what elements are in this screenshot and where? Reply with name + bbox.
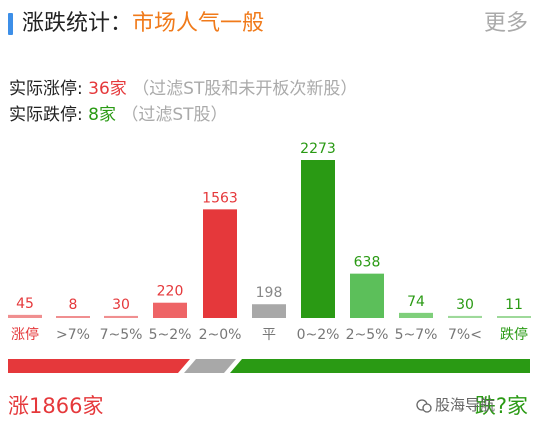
down-total-count: 跌?家 — [474, 394, 528, 418]
up-down-ratio-bar — [8, 359, 530, 373]
bar-7 — [350, 273, 384, 318]
bar-8 — [399, 312, 433, 318]
bar-value-label-8: 74 — [407, 294, 425, 310]
bar-value-label-2: 30 — [112, 297, 130, 313]
limit-down-note: （过滤ST股） — [121, 105, 228, 125]
limit-up-stat: 实际涨停: 36家 （过滤ST股和未开板次新股） — [9, 78, 357, 100]
limit-down-label: 实际跌停: — [9, 105, 83, 125]
more-button[interactable]: 更多 — [483, 11, 528, 36]
panel-title: 涨跌统计：市场人气一般 — [22, 9, 264, 39]
limit-down-stat: 实际跌停: 8家 （过滤ST股） — [9, 104, 228, 126]
limit-up-label: 实际涨停: — [9, 79, 83, 99]
title-prefix: 涨跌统计： — [22, 11, 133, 36]
bar-6 — [301, 160, 335, 318]
category-label-0: 涨停 — [11, 326, 39, 343]
ratio-up-segment — [8, 359, 190, 373]
bar-10 — [497, 316, 531, 318]
bar-value-label-0: 45 — [16, 296, 34, 312]
category-label-7: 2~5% — [346, 327, 389, 343]
bar-1 — [56, 316, 90, 318]
category-label-3: 5~2% — [149, 327, 192, 343]
bar-9 — [448, 315, 482, 318]
watermark: 股海导航 — [416, 390, 530, 420]
category-label-1: >7% — [56, 327, 90, 343]
bar-value-label-6: 2273 — [300, 141, 336, 157]
category-label-6: 0~2% — [297, 327, 340, 343]
watermark-text: 股海导航 — [435, 396, 496, 414]
bar-value-label-10: 11 — [505, 297, 523, 313]
bar-value-label-3: 220 — [157, 284, 184, 300]
distribution-bar-chart: 45 涨停 8 >7% 30 7~5% 220 5~2% 1563 2~0% 198 平 2273 0~2… — [8, 141, 531, 343]
category-label-5: 平 — [262, 327, 276, 343]
wechat-icon — [416, 398, 432, 413]
bar-value-label-1: 8 — [69, 297, 78, 313]
bar-value-label-4: 1563 — [202, 190, 238, 206]
bar-0 — [8, 314, 42, 318]
market-sentiment-value: 市场人气一般 — [132, 11, 265, 36]
category-label-8: 5~7% — [395, 327, 438, 343]
bar-5 — [252, 304, 286, 318]
bar-value-label-7: 638 — [354, 255, 381, 271]
header-accent-bar — [8, 13, 13, 35]
bar-value-label-9: 30 — [456, 297, 474, 313]
limit-up-note: （过滤ST股和未开板次新股） — [132, 79, 358, 99]
ratio-down-segment — [230, 359, 530, 373]
panel-header: 涨跌统计：市场人气一般 更多 — [0, 0, 536, 52]
limit-up-count: 36家 — [88, 79, 127, 99]
bar-2 — [104, 315, 138, 318]
category-label-2: 7~5% — [100, 327, 143, 343]
ratio-flat-segment — [184, 359, 236, 373]
category-label-9: 7%< — [448, 327, 482, 343]
category-label-10: 跌停 — [500, 326, 528, 343]
category-label-4: 2~0% — [199, 327, 242, 343]
limit-down-count: 8家 — [88, 105, 116, 125]
bar-3 — [153, 302, 187, 318]
bar-value-label-5: 198 — [256, 285, 283, 301]
bar-4 — [203, 209, 237, 318]
up-total-count: 涨1866家 — [8, 394, 104, 418]
